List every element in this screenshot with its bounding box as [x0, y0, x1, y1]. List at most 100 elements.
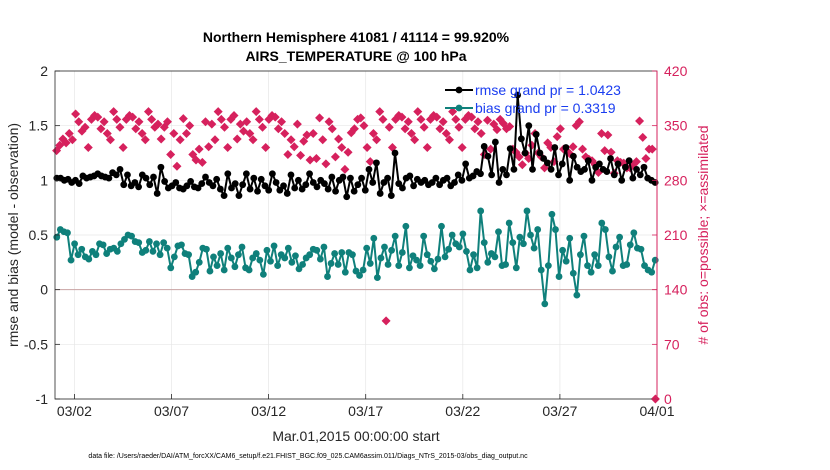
y-left-tick-label: 2: [40, 63, 48, 79]
obs-marker: [457, 143, 467, 153]
obs-marker: [419, 122, 429, 132]
rmse-point: [610, 171, 618, 179]
rmse-point: [454, 171, 462, 179]
obs-marker: [61, 138, 71, 148]
rmse-point: [157, 163, 165, 171]
rmse-point: [562, 144, 570, 151]
bias-point: [584, 262, 591, 270]
bias-point: [267, 257, 274, 265]
bias-point: [245, 266, 253, 274]
rmse-point: [369, 179, 377, 186]
obs-marker: [216, 114, 226, 124]
bias-point: [459, 230, 467, 238]
obs-marker: [365, 157, 375, 167]
obs-marker: [96, 124, 106, 134]
bias-point: [512, 264, 520, 272]
obs-point: [578, 144, 588, 154]
y-left-tick-label: -0.5: [24, 336, 48, 352]
obs-marker: [311, 153, 321, 163]
rmse-point: [458, 176, 466, 184]
bias-point: [391, 232, 399, 240]
rmse-point: [135, 183, 143, 191]
rmse-point: [495, 179, 503, 186]
obs-marker: [210, 135, 220, 145]
bias-point: [334, 261, 342, 268]
obs-marker: [444, 135, 454, 145]
bias-point: [637, 245, 645, 253]
bias-point: [480, 239, 488, 247]
bias-point: [463, 248, 470, 255]
obs-point: [172, 161, 182, 171]
bias-point: [213, 262, 221, 270]
obs-point: [337, 143, 347, 153]
obs-marker: [166, 150, 176, 160]
obs-point: [467, 112, 477, 122]
bias-point: [445, 245, 453, 253]
y-right-tick-label: 70: [664, 336, 680, 352]
obs-point: [80, 122, 90, 132]
x-tick-label: 03/22: [445, 403, 480, 419]
bias-point: [67, 256, 75, 264]
rmse-point: [242, 170, 250, 178]
obs-point: [403, 117, 413, 127]
obs-marker: [372, 135, 382, 145]
obs-marker: [470, 124, 480, 134]
bias-point: [156, 251, 164, 259]
rmse-point: [443, 174, 451, 182]
bias-point: [438, 222, 445, 230]
bias-point: [153, 240, 160, 248]
obs-point: [131, 124, 141, 134]
obs-marker: [432, 112, 442, 122]
y-right-tick-label: 140: [664, 282, 688, 298]
obs-point: [574, 117, 584, 127]
obs-point: [118, 143, 128, 153]
obs-marker: [299, 136, 309, 146]
obs-point: [362, 143, 372, 153]
obs-point: [473, 117, 483, 127]
obs-point: [597, 128, 607, 138]
obs-marker: [381, 316, 391, 326]
rmse-point: [517, 135, 525, 143]
bias-point: [292, 252, 299, 260]
bias-point: [530, 244, 538, 252]
obs-marker: [220, 122, 230, 132]
rmse-point: [350, 187, 358, 195]
rmse-point: [287, 171, 295, 179]
obs-marker: [283, 150, 293, 160]
obs-marker: [292, 119, 302, 129]
bias-point: [313, 246, 321, 254]
rmse-point: [257, 175, 265, 183]
bias-point: [495, 228, 502, 236]
obs-point: [181, 128, 191, 138]
bias-point: [423, 251, 431, 259]
bias-point: [74, 251, 82, 259]
obs-point: [220, 122, 230, 132]
rmse-point: [536, 149, 544, 157]
bias-point: [477, 207, 485, 215]
obs-point: [74, 117, 84, 127]
rmse-point: [365, 166, 373, 173]
x-tick-label: 03/02: [57, 403, 92, 419]
rmse-point: [391, 149, 399, 157]
rmse-point: [254, 187, 261, 195]
bias-point: [473, 264, 481, 272]
obs-point: [368, 128, 378, 138]
obs-point: [486, 144, 496, 154]
rmse-point: [209, 182, 217, 190]
bias-point: [270, 242, 278, 250]
bias-point: [85, 255, 93, 263]
rmse-point: [187, 178, 195, 185]
rmse-point: [291, 184, 299, 192]
obs-point: [286, 135, 296, 145]
bias-point: [113, 248, 121, 255]
bias-point: [430, 265, 438, 273]
rmse-point: [172, 179, 180, 186]
obs-point: [299, 136, 309, 146]
legend-label: rmse grand pr = 1.0423: [475, 82, 621, 98]
bias-point: [484, 258, 492, 266]
obs-marker: [289, 142, 299, 152]
obs-point: [194, 144, 204, 154]
obs-point: [210, 135, 220, 145]
bias-point: [555, 273, 563, 280]
rmse-point: [622, 163, 629, 171]
